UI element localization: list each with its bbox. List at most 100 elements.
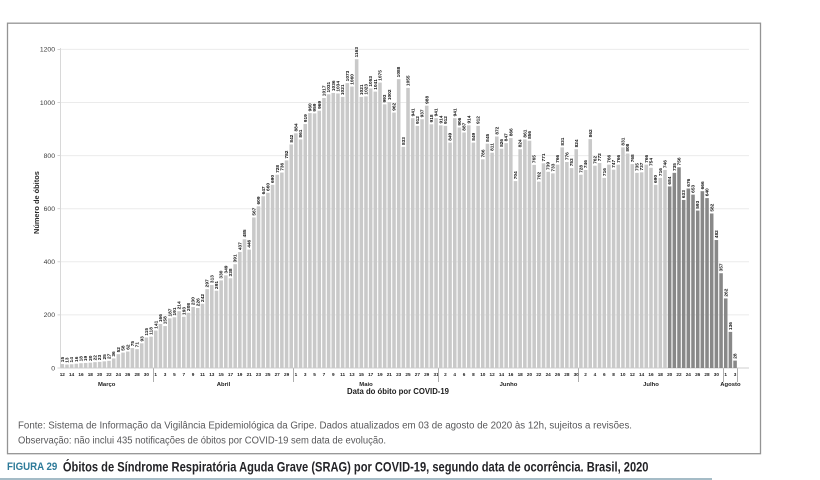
- svg-text:262: 262: [723, 288, 729, 296]
- svg-text:12: 12: [60, 372, 66, 377]
- svg-text:746: 746: [583, 160, 589, 168]
- svg-text:1021: 1021: [359, 84, 365, 95]
- svg-text:776: 776: [564, 152, 570, 160]
- svg-text:733: 733: [550, 163, 556, 171]
- svg-text:6: 6: [463, 372, 466, 377]
- svg-text:593: 593: [695, 200, 701, 208]
- svg-text:18: 18: [88, 372, 94, 377]
- svg-text:14: 14: [639, 372, 645, 377]
- svg-text:2: 2: [584, 372, 587, 377]
- svg-text:20: 20: [88, 355, 94, 361]
- svg-text:Data do óbito por COVID-19: Data do óbito por COVID-19: [347, 387, 450, 396]
- svg-text:887: 887: [462, 122, 468, 130]
- svg-text:23: 23: [396, 372, 402, 377]
- svg-text:771: 771: [541, 153, 547, 161]
- svg-text:29: 29: [424, 372, 430, 377]
- svg-text:747: 747: [611, 160, 617, 168]
- svg-text:7: 7: [323, 372, 326, 377]
- svg-text:684: 684: [667, 176, 673, 184]
- svg-text:17: 17: [228, 372, 234, 377]
- svg-text:739: 739: [546, 162, 552, 170]
- svg-text:Maio: Maio: [359, 382, 373, 388]
- svg-text:Abril: Abril: [217, 382, 231, 388]
- svg-text:5: 5: [173, 372, 176, 377]
- svg-text:10: 10: [480, 372, 486, 377]
- svg-text:884: 884: [293, 123, 299, 131]
- svg-text:728: 728: [275, 165, 281, 173]
- svg-text:676: 676: [686, 178, 692, 186]
- svg-text:766: 766: [555, 154, 561, 162]
- svg-text:1034: 1034: [336, 81, 342, 92]
- svg-text:25: 25: [265, 372, 271, 377]
- svg-text:191: 191: [172, 307, 178, 315]
- svg-text:849: 849: [448, 132, 454, 140]
- svg-text:772: 772: [597, 153, 603, 161]
- svg-text:23: 23: [256, 372, 262, 377]
- svg-text:214: 214: [177, 301, 183, 309]
- svg-text:15: 15: [359, 372, 365, 377]
- svg-text:567: 567: [251, 207, 257, 215]
- svg-text:1060: 1060: [350, 74, 356, 85]
- svg-text:19: 19: [237, 372, 243, 377]
- svg-text:14: 14: [69, 372, 75, 377]
- svg-text:15: 15: [218, 372, 224, 377]
- svg-text:906: 906: [457, 117, 463, 125]
- svg-text:26: 26: [555, 372, 561, 377]
- svg-text:437: 437: [237, 242, 243, 250]
- svg-text:2: 2: [444, 372, 447, 377]
- svg-text:22: 22: [676, 372, 682, 377]
- svg-text:1031: 1031: [326, 81, 332, 92]
- svg-text:746: 746: [663, 160, 669, 168]
- svg-text:11: 11: [340, 372, 345, 377]
- svg-text:Março: Março: [98, 382, 116, 388]
- svg-text:736: 736: [279, 162, 285, 170]
- svg-text:11: 11: [200, 372, 205, 377]
- svg-text:856: 856: [527, 131, 533, 139]
- svg-text:1021: 1021: [340, 84, 346, 95]
- svg-text:6: 6: [603, 372, 606, 377]
- svg-text:27: 27: [275, 372, 281, 377]
- svg-text:753: 753: [569, 158, 575, 166]
- svg-text:941: 941: [434, 108, 440, 116]
- svg-text:13: 13: [209, 372, 215, 377]
- svg-text:52: 52: [116, 347, 122, 353]
- svg-text:737: 737: [639, 162, 645, 170]
- svg-text:28: 28: [564, 372, 570, 377]
- svg-text:728: 728: [578, 165, 584, 173]
- svg-text:765: 765: [532, 155, 538, 163]
- svg-text:762: 762: [592, 156, 598, 164]
- svg-text:24: 24: [116, 372, 122, 377]
- svg-text:826: 826: [499, 139, 505, 147]
- svg-text:28: 28: [733, 353, 739, 359]
- svg-text:75: 75: [130, 341, 136, 347]
- svg-text:716: 716: [658, 168, 664, 176]
- svg-text:391: 391: [233, 254, 239, 262]
- svg-text:26: 26: [695, 372, 701, 377]
- svg-text:735: 735: [635, 163, 641, 171]
- svg-text:1017: 1017: [321, 85, 327, 96]
- svg-text:1: 1: [154, 372, 157, 377]
- svg-text:24: 24: [686, 372, 692, 377]
- svg-text:Óbitos de Síndrome Respiratóri: Óbitos de Síndrome Respiratória Aguda Gr…: [63, 457, 649, 474]
- svg-text:Fonte: Sistema de Informação d: Fonte: Sistema de Informação da Vigilânc…: [18, 421, 632, 432]
- svg-text:15: 15: [60, 357, 66, 363]
- svg-text:Número de óbitos: Número de óbitos: [32, 171, 41, 234]
- svg-text:FIGURA 29: FIGURA 29: [7, 461, 57, 473]
- svg-text:242: 242: [200, 294, 206, 302]
- svg-text:766: 766: [606, 154, 612, 162]
- svg-text:28: 28: [134, 372, 140, 377]
- svg-text:640: 640: [705, 188, 711, 196]
- svg-text:912: 912: [415, 116, 421, 124]
- svg-text:313: 313: [209, 275, 215, 283]
- svg-text:0: 0: [51, 365, 55, 372]
- svg-text:872: 872: [494, 126, 500, 134]
- svg-text:1053: 1053: [368, 76, 374, 87]
- svg-text:912: 912: [443, 116, 449, 124]
- svg-text:647: 647: [261, 186, 267, 194]
- svg-text:666: 666: [700, 181, 706, 189]
- svg-text:914: 914: [438, 115, 444, 123]
- svg-text:845: 845: [485, 134, 491, 142]
- svg-text:14: 14: [499, 372, 505, 377]
- svg-text:861: 861: [298, 129, 304, 137]
- svg-text:1000: 1000: [40, 100, 55, 107]
